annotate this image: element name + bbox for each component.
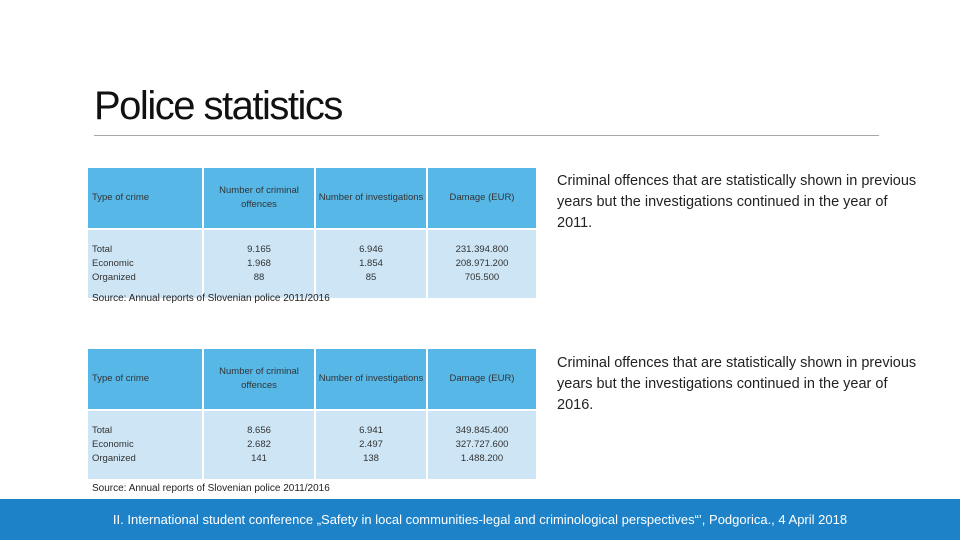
damage-economic: 327.727.600: [455, 439, 509, 450]
header-damage: Damage (EUR): [428, 349, 536, 409]
damage-economic: 208.971.200: [455, 258, 509, 269]
header-investigations: Number of investigations: [316, 349, 426, 409]
offences-cell: 8.656 2.682 141: [204, 411, 314, 479]
crime-type-total: Total: [92, 244, 113, 255]
source-note-2011: Source: Annual reports of Slovenian poli…: [92, 293, 330, 304]
source-note-2016: Source: Annual reports of Slovenian poli…: [92, 483, 330, 494]
stats-table-2016: Type of crime Number of criminal offence…: [86, 347, 538, 481]
offences-organized: 141: [251, 453, 267, 464]
header-criminal-offences: Number of criminal offences: [204, 349, 314, 409]
conference-footer: II. International student conference „Sa…: [0, 499, 960, 540]
offences-cell: 9.165 1.968 88: [204, 230, 314, 298]
damage-total: 349.845.400: [455, 425, 509, 436]
crime-type-cell: Total Economic Organized: [88, 230, 202, 298]
crime-type-total: Total: [92, 425, 113, 436]
investigations-total: 6.941: [359, 425, 383, 436]
stats-table-2011: Type of crime Number of criminal offence…: [86, 166, 538, 300]
investigations-economic: 2.497: [359, 439, 383, 450]
offences-economic: 1.968: [247, 258, 271, 269]
damage-total: 231.394.800: [455, 244, 509, 255]
page-title: Police statistics: [94, 84, 343, 128]
footer-text: II. International student conference „Sa…: [112, 512, 848, 527]
offences-total: 9.165: [247, 244, 271, 255]
offences-total: 8.656: [247, 425, 271, 436]
damage-organized: 705.500: [464, 272, 500, 283]
offences-economic: 2.682: [247, 439, 271, 450]
investigations-organized: 85: [365, 272, 377, 283]
header-type-of-crime: Type of crime: [88, 168, 202, 228]
crime-type-economic: Economic: [92, 258, 134, 269]
investigations-total: 6.946: [359, 244, 383, 255]
investigations-cell: 6.946 1.854 85: [316, 230, 426, 298]
title-divider: [94, 135, 879, 136]
header-damage: Damage (EUR): [428, 168, 536, 228]
table-header-row: Type of crime Number of criminal offence…: [88, 168, 536, 228]
context-note-2011: Criminal offences that are statistically…: [557, 173, 917, 231]
damage-cell: 349.845.400 327.727.600 1.488.200: [428, 411, 536, 479]
damage-cell: 231.394.800 208.971.200 705.500: [428, 230, 536, 298]
table-row: Total Economic Organized 9.165 1.968 88 …: [88, 230, 536, 298]
investigations-cell: 6.941 2.497 138: [316, 411, 426, 479]
crime-type-cell: Total Economic Organized: [88, 411, 202, 479]
crime-type-organized: Organized: [92, 453, 136, 464]
table-header-row: Type of crime Number of criminal offence…: [88, 349, 536, 409]
crime-type-organized: Organized: [92, 272, 136, 283]
offences-organized: 88: [253, 272, 265, 283]
table-row: Total Economic Organized 8.656 2.682 141…: [88, 411, 536, 479]
investigations-organized: 138: [363, 453, 379, 464]
header-type-of-crime: Type of crime: [88, 349, 202, 409]
header-investigations: Number of investigations: [316, 168, 426, 228]
investigations-economic: 1.854: [359, 258, 383, 269]
crime-type-economic: Economic: [92, 439, 134, 450]
header-criminal-offences: Number of criminal offences: [204, 168, 314, 228]
damage-organized: 1.488.200: [460, 453, 504, 464]
context-note-2016: Criminal offences that are statistically…: [557, 355, 917, 413]
